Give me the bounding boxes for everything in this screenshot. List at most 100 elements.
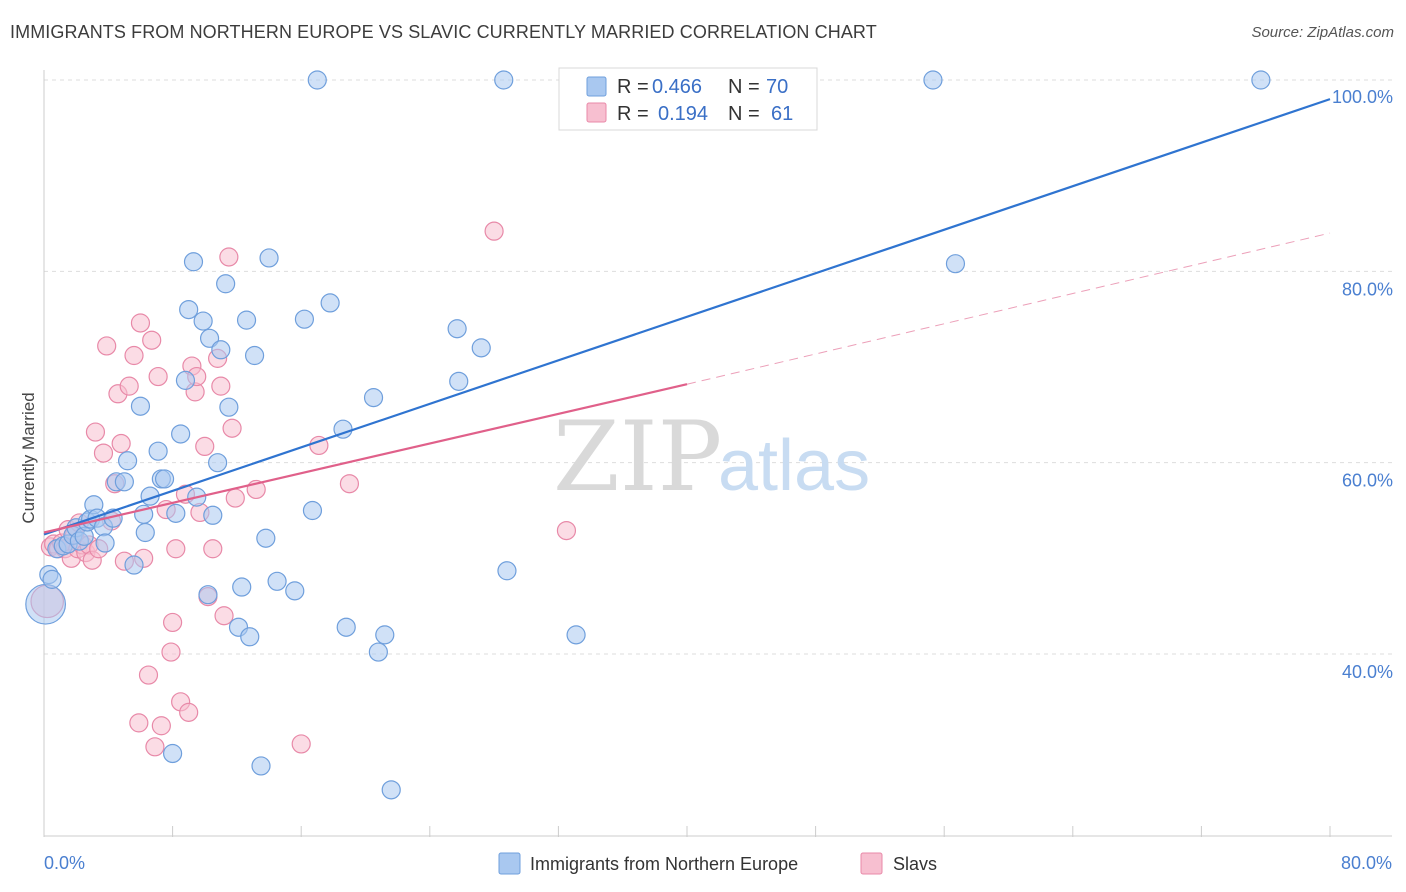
slavs-point-18 bbox=[97, 336, 117, 356]
slavs-point-55 bbox=[291, 734, 311, 754]
northern-europe-point-33 bbox=[183, 252, 204, 272]
northern-europe-point-25 bbox=[148, 441, 168, 461]
legend-n-value-1: 70 bbox=[766, 76, 788, 98]
slavs-point-50 bbox=[214, 606, 234, 626]
slavs-point-47 bbox=[203, 539, 223, 559]
northern-europe-point-70 bbox=[945, 254, 966, 274]
x-tick-label-min: 0.0% bbox=[44, 853, 85, 873]
slavs-point-27 bbox=[130, 313, 151, 333]
watermark-atlas: atlas bbox=[718, 426, 870, 506]
slavs-point-58 bbox=[484, 221, 504, 241]
northern-europe-point-63 bbox=[447, 319, 467, 339]
northern-europe-point-44 bbox=[232, 577, 252, 597]
slavs-point-52 bbox=[222, 418, 242, 438]
northern-europe-point-49 bbox=[256, 528, 276, 548]
northern-europe-point-52 bbox=[285, 581, 305, 601]
slavs-point-32 bbox=[148, 366, 168, 387]
northern-europe-point-54 bbox=[302, 500, 323, 521]
bottom-legend-label-blue: Immigrants from Northern Europe bbox=[530, 854, 798, 874]
northern-europe-point-0 bbox=[25, 583, 67, 625]
slavs-point-15 bbox=[85, 422, 106, 442]
trend-line-northern-europe bbox=[43, 98, 1331, 536]
legend-r-value-2: 0.194 bbox=[658, 103, 708, 125]
legend-r-label-2: R = bbox=[617, 103, 649, 125]
northern-europe-point-65 bbox=[471, 338, 491, 358]
y-tick-label-60: 60.0% bbox=[1342, 471, 1393, 491]
northern-europe-point-56 bbox=[320, 293, 340, 313]
slavs-point-49 bbox=[211, 376, 231, 396]
northern-europe-point-46 bbox=[240, 627, 260, 647]
trend-line-slavs-extension bbox=[686, 232, 1331, 385]
northern-europe-point-66 bbox=[494, 70, 514, 90]
slavs-point-59 bbox=[556, 520, 577, 541]
slavs-point-36 bbox=[163, 612, 183, 633]
legend-r-value-1: 0.466 bbox=[652, 76, 702, 98]
slavs-point-45 bbox=[195, 436, 215, 457]
northern-europe-point-51 bbox=[267, 571, 287, 591]
northern-europe-point-38 bbox=[203, 505, 223, 525]
legend-swatch-pink bbox=[586, 102, 607, 123]
slavs-point-29 bbox=[138, 665, 159, 685]
northern-europe-point-29 bbox=[166, 503, 186, 523]
legend-n-value-2: 61 bbox=[771, 103, 793, 125]
chart-title: IMMIGRANTS FROM NORTHERN EUROPE VS SLAVI… bbox=[10, 22, 877, 42]
northern-europe-point-23 bbox=[135, 522, 155, 543]
gridlines bbox=[44, 79, 1392, 655]
northern-europe-point-21 bbox=[130, 396, 151, 416]
northern-europe-point-18 bbox=[114, 472, 134, 492]
trend-lines bbox=[43, 98, 1331, 536]
northern-europe-point-35 bbox=[193, 311, 213, 331]
slavs-point-40 bbox=[179, 702, 199, 722]
northern-europe-point-41 bbox=[216, 274, 236, 294]
correlation-legend: R = 0.466 N = 70 R = 0.194 N = 61 bbox=[558, 67, 818, 131]
northern-europe-point-69 bbox=[923, 70, 943, 90]
slavs-point-35 bbox=[161, 642, 181, 662]
y-tick-label-80: 80.0% bbox=[1342, 279, 1393, 299]
series-legend: Immigrants from Northern Europe Slavs bbox=[498, 852, 937, 875]
northern-europe-point-32 bbox=[179, 300, 199, 320]
y-tick-label-100: 100.0% bbox=[1332, 87, 1393, 107]
slavs-point-24 bbox=[119, 376, 139, 396]
northern-europe-point-62 bbox=[381, 780, 401, 800]
northern-europe-point-20 bbox=[124, 555, 144, 575]
northern-europe-point-36 bbox=[198, 585, 218, 605]
series-northern-europe bbox=[25, 70, 1271, 800]
northern-europe-point-42 bbox=[219, 397, 239, 417]
northern-europe-point-2 bbox=[42, 569, 62, 589]
x-axis-ticks bbox=[43, 826, 1331, 837]
legend-n-label-1: N = bbox=[728, 76, 760, 98]
slavs-point-33 bbox=[151, 716, 171, 736]
bottom-legend-label-pink: Slavs bbox=[893, 854, 937, 874]
northern-europe-point-67 bbox=[497, 561, 517, 581]
northern-europe-point-68 bbox=[566, 625, 586, 645]
legend-swatch-blue bbox=[586, 76, 607, 97]
x-tick-label-max: 80.0% bbox=[1341, 853, 1392, 873]
slavs-point-37 bbox=[166, 539, 186, 559]
slavs-point-22 bbox=[111, 433, 131, 454]
northern-europe-point-27 bbox=[154, 469, 175, 489]
northern-europe-point-71 bbox=[1251, 70, 1271, 90]
watermark-zip: ZIP bbox=[553, 401, 722, 513]
northern-europe-point-39 bbox=[208, 453, 228, 473]
northern-europe-point-19 bbox=[117, 451, 138, 471]
slavs-point-31 bbox=[145, 737, 165, 757]
northern-europe-point-50 bbox=[259, 248, 279, 268]
northern-europe-point-59 bbox=[363, 388, 384, 408]
northern-europe-point-28 bbox=[163, 743, 183, 764]
slavs-point-17 bbox=[93, 443, 114, 463]
northern-europe-point-48 bbox=[251, 756, 271, 776]
legend-r-label-1: R = bbox=[617, 76, 649, 98]
slavs-point-53 bbox=[225, 488, 245, 508]
slavs-point-30 bbox=[142, 330, 162, 350]
northern-europe-point-61 bbox=[375, 625, 395, 645]
northern-europe-point-40 bbox=[211, 340, 231, 360]
slavs-point-26 bbox=[129, 713, 149, 733]
bottom-legend-swatch-pink bbox=[860, 852, 883, 875]
northern-europe-point-53 bbox=[294, 309, 315, 329]
northern-europe-point-30 bbox=[171, 424, 191, 444]
northern-europe-point-37 bbox=[199, 328, 220, 348]
northern-europe-point-45 bbox=[236, 310, 257, 330]
y-axis-title: Currently Married bbox=[19, 392, 38, 523]
northern-europe-point-55 bbox=[307, 70, 327, 90]
